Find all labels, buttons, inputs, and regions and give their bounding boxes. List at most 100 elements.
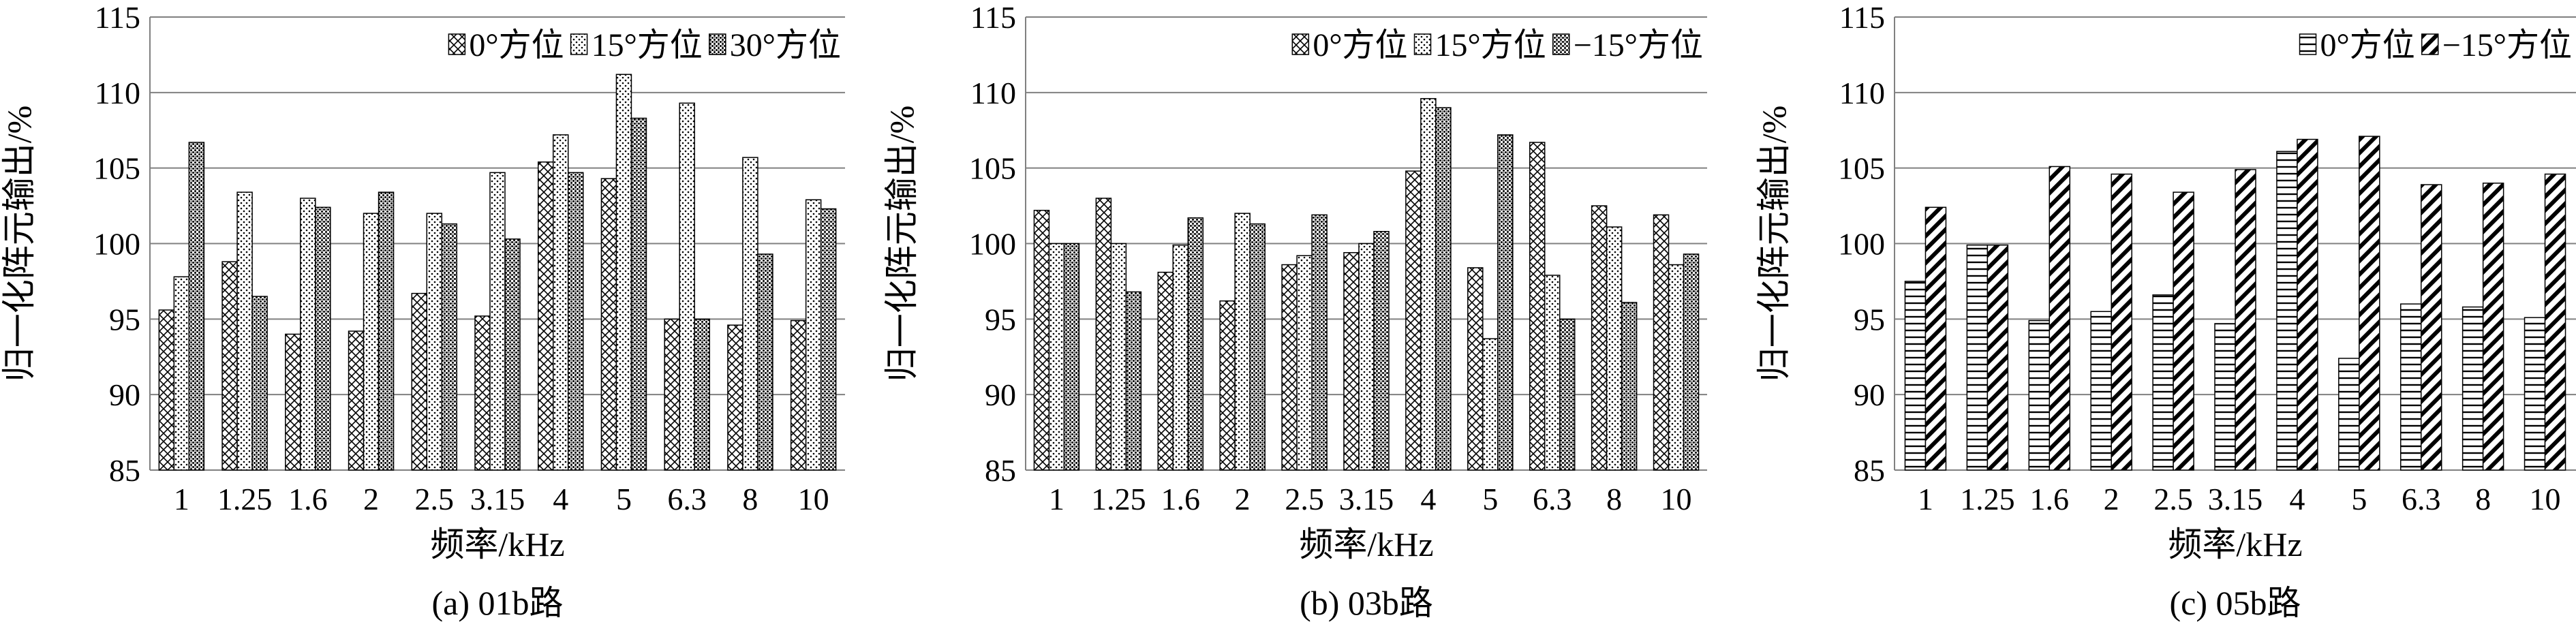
bar-1-8	[600, 178, 617, 471]
bar-1-11	[1653, 214, 1670, 471]
bar-3-2	[1125, 291, 1142, 471]
y-tick-label: 110	[95, 76, 140, 110]
bar-2-7	[1420, 97, 1437, 471]
bar-2-8	[2359, 136, 2380, 471]
bar-3-3	[315, 206, 331, 471]
bar-2-6	[1358, 243, 1375, 471]
bar-3-11	[1683, 253, 1700, 471]
y-tick-label: 115	[95, 0, 140, 35]
x-tick-label: 8	[2475, 482, 2491, 516]
legend-swatch-2	[2421, 33, 2439, 55]
bar-1-7	[1405, 170, 1422, 471]
bar-3-10	[757, 253, 773, 471]
x-tick-label: 1.25	[1091, 482, 1146, 516]
bar-3-8	[630, 117, 647, 471]
bar-3-6	[1373, 231, 1390, 471]
bar-3-1	[1063, 243, 1080, 471]
bar-2-3	[2049, 166, 2071, 471]
legend-label: 30°方位	[730, 27, 841, 63]
y-tick-label: 115	[1839, 0, 1885, 35]
chart-panel-1: 85 90 95 100 105 110 115 1 1.25 1.6 2 2.5 3.15 4 5 6.3 8…	[0, 0, 845, 622]
bar-1-4	[1219, 300, 1236, 471]
y-tick-label: 85	[1854, 453, 1885, 488]
x-tick-label: 2.5	[2153, 482, 2193, 516]
bar-2-11	[1668, 264, 1685, 471]
bar-1-3	[1157, 271, 1174, 471]
x-tick-label: 5	[2351, 482, 2367, 516]
chart-caption: (b) 03b路	[1300, 584, 1433, 622]
bar-2-6	[2235, 169, 2256, 471]
bar-3-7	[1435, 107, 1452, 471]
bar-2-3	[1172, 244, 1189, 471]
x-tick-label: 1	[174, 482, 189, 516]
y-tick-label: 115	[970, 0, 1016, 35]
y-axis-title: 归一化阵元输出/%	[0, 106, 38, 382]
legend-label: −15°方位	[2442, 27, 2572, 63]
bar-2-5	[1296, 255, 1313, 471]
bar-1-4	[2090, 311, 2112, 471]
bar-1-9	[1529, 142, 1546, 471]
bar-1-5	[1281, 264, 1298, 471]
bar-1-7	[537, 161, 554, 471]
bar-2-10	[1606, 226, 1623, 471]
bar-2-10	[2482, 183, 2504, 471]
bar-2-1	[1925, 206, 1947, 471]
bar-2-11	[2544, 173, 2566, 471]
bar-3-9	[694, 318, 710, 471]
legend: 0°方位 15°方位 30°方位	[448, 27, 841, 63]
x-tick-label: 1.6	[1161, 482, 1201, 516]
x-tick-label: 6.3	[2402, 482, 2441, 516]
bar-3-3	[1187, 217, 1204, 471]
x-tick-label: 10	[1661, 482, 1692, 516]
y-axis-title: 归一化阵元输出/%	[1755, 106, 1793, 382]
chart-caption: (a) 01b路	[432, 584, 564, 622]
legend-swatch-2	[1413, 33, 1432, 55]
y-tick-label: 85	[109, 453, 140, 488]
x-tick-label: 1.6	[2030, 482, 2070, 516]
chart-panel-3: 85 90 95 100 105 110 115 1 1.25 1.6 2 2.5 3.15 4 5 6.3 8…	[1755, 0, 2576, 622]
x-tick-label: 2	[363, 482, 379, 516]
bar-1-10	[1591, 205, 1608, 471]
x-tick-label: 3.15	[2208, 482, 2263, 516]
bar-2-1	[173, 276, 190, 471]
bar-3-7	[567, 172, 584, 471]
bar-3-1	[188, 142, 205, 471]
legend-swatch-3	[1552, 33, 1570, 55]
y-tick-label: 85	[985, 453, 1016, 488]
chart-panel-2: 85 90 95 100 105 110 115 1 1.25 1.6 2 2.5 3.15 4 5 6.3 8…	[883, 0, 1707, 622]
y-tick-label: 100	[969, 227, 1016, 262]
bar-2-5	[2173, 191, 2194, 471]
legend-swatch-1	[1291, 33, 1310, 55]
bar-1-6	[1343, 252, 1360, 471]
x-tick-label: 1.25	[1960, 482, 2015, 516]
bar-1-10	[727, 324, 743, 471]
y-axis-title: 归一化阵元输出/%	[883, 106, 921, 382]
bar-2-8	[615, 74, 632, 471]
bar-2-9	[1544, 275, 1561, 471]
y-tick-label: 90	[985, 377, 1016, 412]
bar-1-2	[1095, 198, 1112, 471]
bar-1-9	[2399, 303, 2422, 471]
y-tick-label: 90	[109, 377, 140, 412]
x-tick-label: 4	[2289, 482, 2305, 516]
bar-1-2	[221, 261, 238, 471]
x-axis-title: 频率/kHz	[1299, 525, 1433, 563]
x-axis-title: 频率/kHz	[430, 525, 564, 563]
bar-3-11	[820, 208, 837, 471]
x-tick-label: 1	[1049, 482, 1064, 516]
x-tick-label: 5	[1482, 482, 1498, 516]
bar-1-1	[1033, 209, 1050, 471]
bar-3-4	[1249, 223, 1266, 471]
legend-label: 0°方位	[2320, 27, 2415, 63]
y-tick-label: 95	[109, 302, 140, 337]
x-tick-label: 2	[2104, 482, 2119, 516]
y-tick-label: 100	[93, 227, 140, 262]
bar-2-4	[1234, 213, 1251, 471]
x-tick-label: 1	[1918, 482, 1933, 516]
x-tick-label: 4	[1420, 482, 1436, 516]
bar-1-11	[790, 320, 807, 471]
legend-swatch-2	[570, 33, 588, 55]
y-tick-label: 90	[1854, 377, 1885, 412]
